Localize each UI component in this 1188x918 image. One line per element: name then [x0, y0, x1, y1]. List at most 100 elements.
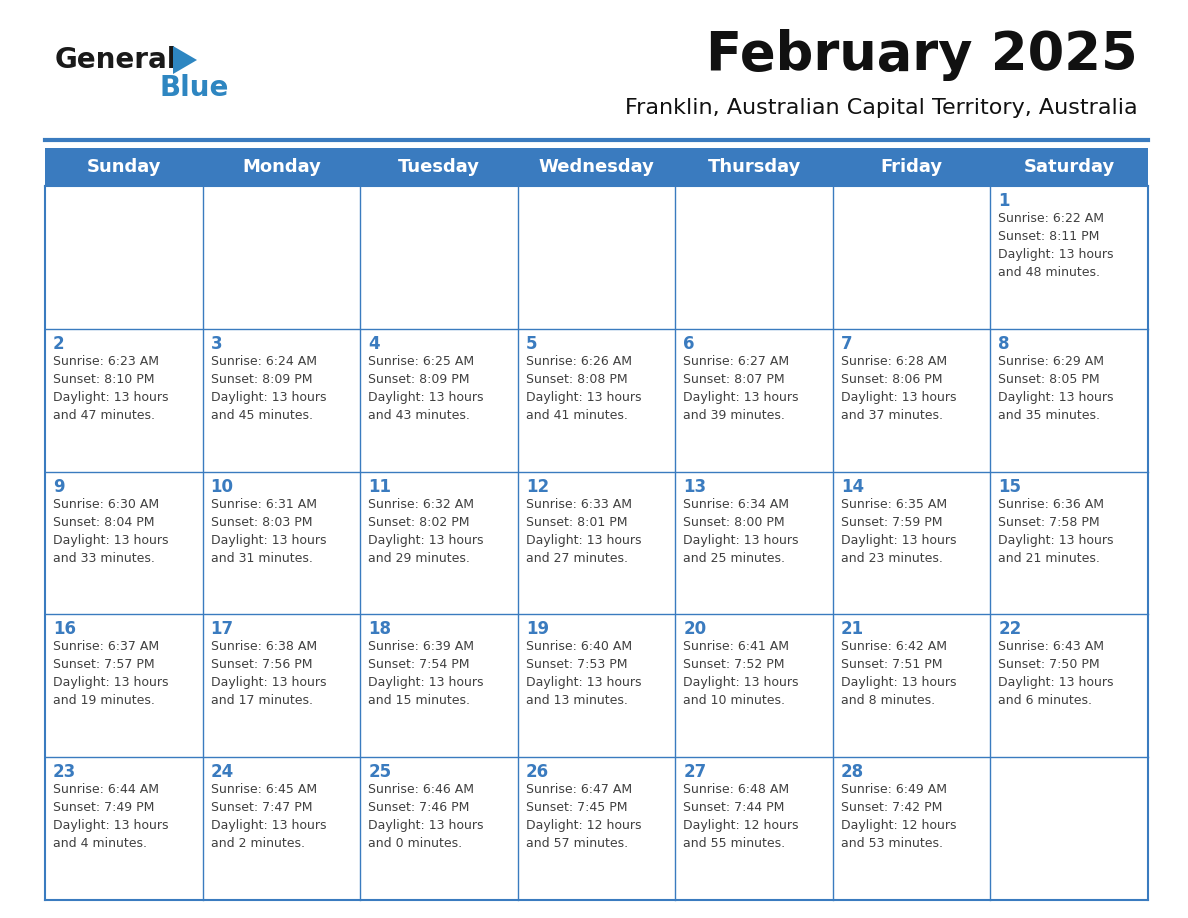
Text: Sunrise: 6:41 AM
Sunset: 7:52 PM
Daylight: 13 hours
and 10 minutes.: Sunrise: 6:41 AM Sunset: 7:52 PM Dayligh…: [683, 641, 798, 708]
Bar: [518, 757, 675, 900]
Text: 19: 19: [526, 621, 549, 638]
Text: Monday: Monday: [242, 158, 321, 176]
Bar: [203, 614, 360, 757]
Text: Franklin, Australian Capital Territory, Australia: Franklin, Australian Capital Territory, …: [625, 98, 1138, 118]
Text: 21: 21: [841, 621, 864, 638]
Bar: [833, 757, 991, 900]
Text: 5: 5: [526, 335, 537, 353]
Bar: [45, 186, 203, 329]
Bar: [360, 472, 518, 614]
Text: 13: 13: [683, 477, 707, 496]
Text: 28: 28: [841, 763, 864, 781]
Text: Sunrise: 6:22 AM
Sunset: 8:11 PM
Daylight: 13 hours
and 48 minutes.: Sunrise: 6:22 AM Sunset: 8:11 PM Dayligh…: [998, 212, 1114, 279]
Bar: [360, 186, 518, 329]
Text: Sunrise: 6:23 AM
Sunset: 8:10 PM
Daylight: 13 hours
and 47 minutes.: Sunrise: 6:23 AM Sunset: 8:10 PM Dayligh…: [53, 354, 169, 421]
Bar: [203, 472, 360, 614]
Text: Sunrise: 6:38 AM
Sunset: 7:56 PM
Daylight: 13 hours
and 17 minutes.: Sunrise: 6:38 AM Sunset: 7:56 PM Dayligh…: [210, 641, 326, 708]
Bar: [518, 614, 675, 757]
Bar: [991, 614, 1148, 757]
Text: Sunrise: 6:40 AM
Sunset: 7:53 PM
Daylight: 13 hours
and 13 minutes.: Sunrise: 6:40 AM Sunset: 7:53 PM Dayligh…: [526, 641, 642, 708]
Text: 25: 25: [368, 763, 391, 781]
Bar: [518, 329, 675, 472]
Text: 7: 7: [841, 335, 853, 353]
Bar: [675, 329, 833, 472]
Text: Sunrise: 6:36 AM
Sunset: 7:58 PM
Daylight: 13 hours
and 21 minutes.: Sunrise: 6:36 AM Sunset: 7:58 PM Dayligh…: [998, 498, 1114, 565]
Text: February 2025: February 2025: [707, 29, 1138, 81]
Text: 9: 9: [53, 477, 64, 496]
Text: Tuesday: Tuesday: [398, 158, 480, 176]
Text: 26: 26: [526, 763, 549, 781]
Bar: [675, 186, 833, 329]
Text: 15: 15: [998, 477, 1022, 496]
Text: Sunrise: 6:39 AM
Sunset: 7:54 PM
Daylight: 13 hours
and 15 minutes.: Sunrise: 6:39 AM Sunset: 7:54 PM Dayligh…: [368, 641, 484, 708]
Text: 10: 10: [210, 477, 234, 496]
Bar: [45, 472, 203, 614]
Bar: [360, 329, 518, 472]
Text: Sunday: Sunday: [87, 158, 162, 176]
Text: 14: 14: [841, 477, 864, 496]
Bar: [360, 757, 518, 900]
Text: Thursday: Thursday: [707, 158, 801, 176]
Text: 8: 8: [998, 335, 1010, 353]
Text: Sunrise: 6:33 AM
Sunset: 8:01 PM
Daylight: 13 hours
and 27 minutes.: Sunrise: 6:33 AM Sunset: 8:01 PM Dayligh…: [526, 498, 642, 565]
Text: Sunrise: 6:28 AM
Sunset: 8:06 PM
Daylight: 13 hours
and 37 minutes.: Sunrise: 6:28 AM Sunset: 8:06 PM Dayligh…: [841, 354, 956, 421]
Text: Sunrise: 6:31 AM
Sunset: 8:03 PM
Daylight: 13 hours
and 31 minutes.: Sunrise: 6:31 AM Sunset: 8:03 PM Dayligh…: [210, 498, 326, 565]
Text: Sunrise: 6:48 AM
Sunset: 7:44 PM
Daylight: 12 hours
and 55 minutes.: Sunrise: 6:48 AM Sunset: 7:44 PM Dayligh…: [683, 783, 798, 850]
Bar: [991, 472, 1148, 614]
Text: 2: 2: [53, 335, 64, 353]
Bar: [203, 186, 360, 329]
Text: Sunrise: 6:24 AM
Sunset: 8:09 PM
Daylight: 13 hours
and 45 minutes.: Sunrise: 6:24 AM Sunset: 8:09 PM Dayligh…: [210, 354, 326, 421]
Bar: [45, 148, 1148, 186]
Text: Sunrise: 6:27 AM
Sunset: 8:07 PM
Daylight: 13 hours
and 39 minutes.: Sunrise: 6:27 AM Sunset: 8:07 PM Dayligh…: [683, 354, 798, 421]
Text: 16: 16: [53, 621, 76, 638]
Text: Sunrise: 6:46 AM
Sunset: 7:46 PM
Daylight: 13 hours
and 0 minutes.: Sunrise: 6:46 AM Sunset: 7:46 PM Dayligh…: [368, 783, 484, 850]
Bar: [991, 757, 1148, 900]
Text: Wednesday: Wednesday: [538, 158, 655, 176]
Text: 4: 4: [368, 335, 380, 353]
Text: 23: 23: [53, 763, 76, 781]
Bar: [833, 614, 991, 757]
Text: Sunrise: 6:32 AM
Sunset: 8:02 PM
Daylight: 13 hours
and 29 minutes.: Sunrise: 6:32 AM Sunset: 8:02 PM Dayligh…: [368, 498, 484, 565]
Text: Sunrise: 6:49 AM
Sunset: 7:42 PM
Daylight: 12 hours
and 53 minutes.: Sunrise: 6:49 AM Sunset: 7:42 PM Dayligh…: [841, 783, 956, 850]
Text: Sunrise: 6:34 AM
Sunset: 8:00 PM
Daylight: 13 hours
and 25 minutes.: Sunrise: 6:34 AM Sunset: 8:00 PM Dayligh…: [683, 498, 798, 565]
Text: Sunrise: 6:47 AM
Sunset: 7:45 PM
Daylight: 12 hours
and 57 minutes.: Sunrise: 6:47 AM Sunset: 7:45 PM Dayligh…: [526, 783, 642, 850]
Bar: [833, 329, 991, 472]
Text: Sunrise: 6:44 AM
Sunset: 7:49 PM
Daylight: 13 hours
and 4 minutes.: Sunrise: 6:44 AM Sunset: 7:49 PM Dayligh…: [53, 783, 169, 850]
Bar: [833, 186, 991, 329]
Bar: [518, 472, 675, 614]
Bar: [991, 186, 1148, 329]
Text: 24: 24: [210, 763, 234, 781]
Text: Sunrise: 6:35 AM
Sunset: 7:59 PM
Daylight: 13 hours
and 23 minutes.: Sunrise: 6:35 AM Sunset: 7:59 PM Dayligh…: [841, 498, 956, 565]
Bar: [675, 472, 833, 614]
Text: 12: 12: [526, 477, 549, 496]
Bar: [675, 757, 833, 900]
Bar: [360, 614, 518, 757]
Text: 18: 18: [368, 621, 391, 638]
Text: Sunrise: 6:25 AM
Sunset: 8:09 PM
Daylight: 13 hours
and 43 minutes.: Sunrise: 6:25 AM Sunset: 8:09 PM Dayligh…: [368, 354, 484, 421]
Text: Sunrise: 6:26 AM
Sunset: 8:08 PM
Daylight: 13 hours
and 41 minutes.: Sunrise: 6:26 AM Sunset: 8:08 PM Dayligh…: [526, 354, 642, 421]
Bar: [45, 329, 203, 472]
Text: 17: 17: [210, 621, 234, 638]
Text: Sunrise: 6:37 AM
Sunset: 7:57 PM
Daylight: 13 hours
and 19 minutes.: Sunrise: 6:37 AM Sunset: 7:57 PM Dayligh…: [53, 641, 169, 708]
Text: Sunrise: 6:43 AM
Sunset: 7:50 PM
Daylight: 13 hours
and 6 minutes.: Sunrise: 6:43 AM Sunset: 7:50 PM Dayligh…: [998, 641, 1114, 708]
Text: Sunrise: 6:42 AM
Sunset: 7:51 PM
Daylight: 13 hours
and 8 minutes.: Sunrise: 6:42 AM Sunset: 7:51 PM Dayligh…: [841, 641, 956, 708]
Bar: [203, 329, 360, 472]
Bar: [45, 614, 203, 757]
Bar: [203, 757, 360, 900]
Text: 3: 3: [210, 335, 222, 353]
Text: 1: 1: [998, 192, 1010, 210]
Text: Sunrise: 6:45 AM
Sunset: 7:47 PM
Daylight: 13 hours
and 2 minutes.: Sunrise: 6:45 AM Sunset: 7:47 PM Dayligh…: [210, 783, 326, 850]
Text: Friday: Friday: [880, 158, 943, 176]
Text: 11: 11: [368, 477, 391, 496]
Text: General: General: [55, 46, 177, 74]
Text: Blue: Blue: [160, 74, 229, 102]
Bar: [675, 614, 833, 757]
Text: 6: 6: [683, 335, 695, 353]
Text: Sunrise: 6:30 AM
Sunset: 8:04 PM
Daylight: 13 hours
and 33 minutes.: Sunrise: 6:30 AM Sunset: 8:04 PM Dayligh…: [53, 498, 169, 565]
Polygon shape: [173, 46, 197, 74]
Bar: [45, 757, 203, 900]
Bar: [833, 472, 991, 614]
Text: 27: 27: [683, 763, 707, 781]
Bar: [991, 329, 1148, 472]
Text: Sunrise: 6:29 AM
Sunset: 8:05 PM
Daylight: 13 hours
and 35 minutes.: Sunrise: 6:29 AM Sunset: 8:05 PM Dayligh…: [998, 354, 1114, 421]
